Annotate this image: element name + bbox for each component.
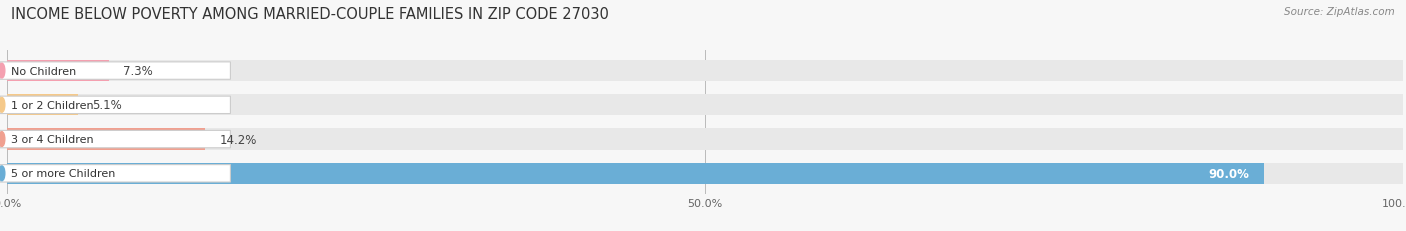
FancyBboxPatch shape bbox=[0, 131, 231, 148]
Bar bbox=[7, 129, 1403, 150]
Circle shape bbox=[0, 64, 4, 79]
Text: 5 or more Children: 5 or more Children bbox=[11, 169, 115, 179]
Bar bbox=[7, 61, 108, 82]
Text: 3 or 4 Children: 3 or 4 Children bbox=[11, 134, 93, 144]
FancyBboxPatch shape bbox=[0, 165, 231, 182]
Bar bbox=[7, 95, 1403, 116]
Bar bbox=[7, 61, 1403, 82]
FancyBboxPatch shape bbox=[0, 63, 231, 80]
Text: 7.3%: 7.3% bbox=[122, 65, 153, 78]
Circle shape bbox=[0, 98, 4, 113]
Circle shape bbox=[0, 132, 4, 147]
Text: 90.0%: 90.0% bbox=[1209, 167, 1250, 180]
Text: 1 or 2 Children: 1 or 2 Children bbox=[11, 100, 93, 110]
Text: INCOME BELOW POVERTY AMONG MARRIED-COUPLE FAMILIES IN ZIP CODE 27030: INCOME BELOW POVERTY AMONG MARRIED-COUPL… bbox=[11, 7, 609, 22]
Bar bbox=[7, 95, 79, 116]
Text: Source: ZipAtlas.com: Source: ZipAtlas.com bbox=[1284, 7, 1395, 17]
Text: 14.2%: 14.2% bbox=[219, 133, 257, 146]
Circle shape bbox=[0, 166, 4, 181]
Bar bbox=[7, 129, 205, 150]
Bar bbox=[7, 163, 1403, 184]
Text: No Children: No Children bbox=[11, 66, 76, 76]
Text: 5.1%: 5.1% bbox=[93, 99, 122, 112]
FancyBboxPatch shape bbox=[0, 97, 231, 114]
Bar bbox=[7, 163, 1264, 184]
